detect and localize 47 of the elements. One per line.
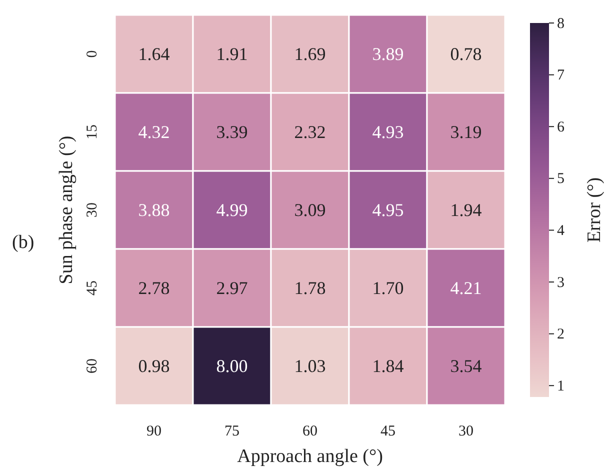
data-label: 8.00 — [216, 356, 248, 376]
data-label: 3.88 — [138, 200, 170, 220]
data-label: 1.70 — [372, 278, 404, 298]
data-label: 1.69 — [294, 44, 326, 64]
data-label: 0.78 — [450, 44, 482, 64]
color-bar-label: 6 — [557, 119, 565, 136]
x-tick-label: 75 — [224, 424, 240, 440]
data-label: 3.54 — [450, 356, 482, 376]
color-bar-label: 1 — [557, 378, 564, 394]
color-bar-title: Error (°) — [584, 177, 605, 243]
color-bar-label: 5 — [557, 171, 564, 188]
x-tick-label: 60 — [302, 424, 318, 440]
text: (b) — [12, 232, 34, 253]
x-axis-title: Approach angle (°) — [237, 446, 383, 467]
y-tick-label: 15 — [84, 124, 100, 140]
y-tick-label: 30 — [84, 202, 100, 218]
color-bar-label: 7 — [557, 68, 565, 84]
y-tick-label: 0 — [84, 50, 100, 58]
data-label: 1.84 — [372, 356, 404, 376]
data-label: 0.98 — [138, 356, 170, 376]
data-label: 3.89 — [372, 44, 404, 64]
color-bar-label: 3 — [557, 274, 564, 291]
data-label: 1.78 — [294, 278, 326, 298]
y-axis-title: Sun phase angle (°) — [56, 136, 77, 284]
data-label: 4.32 — [138, 122, 170, 142]
data-label: 3.39 — [216, 122, 248, 142]
x-tick-label: 30 — [458, 424, 474, 440]
data-label: 2.78 — [138, 278, 170, 298]
data-label: 3.19 — [450, 122, 482, 142]
color-bar-label: 8 — [557, 16, 564, 32]
data-label: 1.94 — [450, 200, 482, 220]
x-tick-label: 90 — [146, 424, 162, 440]
y-tick-label: 60 — [84, 358, 100, 374]
color-bar-label: 4 — [557, 223, 565, 239]
data-label: 2.32 — [294, 122, 326, 142]
data-label: 2.97 — [216, 278, 248, 298]
data-label: 1.64 — [138, 44, 170, 64]
data-label: 4.95 — [372, 200, 404, 220]
y-tick-label: 45 — [84, 280, 100, 296]
color-bar-label: 2 — [557, 326, 564, 343]
data-label: 3.09 — [294, 200, 326, 220]
data-label: 1.91 — [216, 44, 248, 64]
data-label: 4.93 — [372, 122, 404, 142]
data-label: 4.21 — [450, 278, 482, 298]
x-tick-label: 45 — [380, 424, 396, 440]
data-label: 4.99 — [216, 200, 248, 220]
data-label: 1.03 — [294, 356, 326, 376]
